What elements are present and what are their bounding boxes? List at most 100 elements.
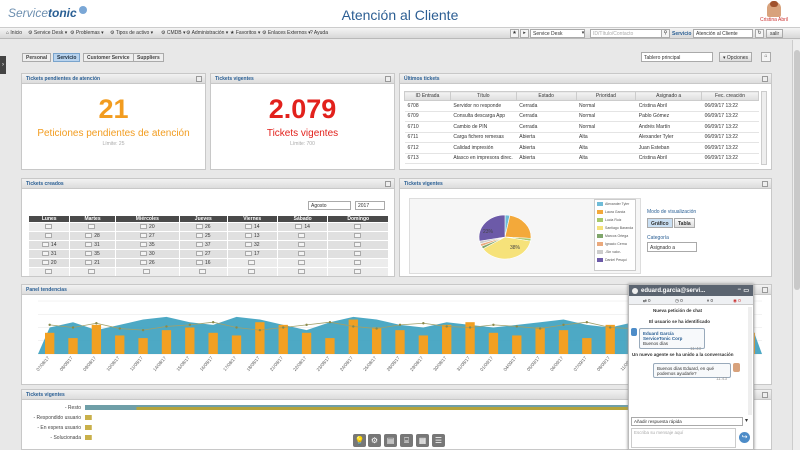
panel-menu-icon[interactable] bbox=[762, 76, 768, 82]
menu-service-desk[interactable]: ⚙ Service Desk ▾ bbox=[28, 30, 68, 36]
menu-cmdb[interactable]: ⚙ CMDB ▾ bbox=[161, 30, 186, 36]
line-point[interactable] bbox=[95, 322, 98, 325]
tab-servicio[interactable]: Servicio bbox=[53, 53, 81, 62]
table-row[interactable]: 6708 Servidor no responde Cerrada Normal Cri… bbox=[404, 100, 759, 112]
sidebar-toggle-icon[interactable]: › bbox=[0, 56, 6, 74]
tab-suppliers[interactable]: Suppliers bbox=[133, 53, 164, 62]
favorite-star-icon[interactable]: ★ bbox=[510, 29, 519, 38]
menu-inicio[interactable]: ⌂ Inicio bbox=[6, 30, 23, 36]
tab-customer-service[interactable]: Customer Service bbox=[83, 53, 134, 62]
calendar-day[interactable]: 21 bbox=[70, 259, 115, 267]
dock-chat-icon[interactable]: ☰ bbox=[432, 434, 445, 447]
chat-tab-hold[interactable]: ⏸ 0 bbox=[707, 298, 714, 303]
calendar-day[interactable]: 27 bbox=[180, 250, 227, 258]
search-input[interactable]: ID/Título/Contacto bbox=[590, 29, 662, 38]
trend-bar[interactable] bbox=[348, 319, 358, 354]
dock-reports-icon[interactable]: ▤ bbox=[384, 434, 397, 447]
line-point[interactable] bbox=[562, 323, 565, 327]
calendar-day[interactable] bbox=[70, 223, 115, 231]
trend-bar[interactable] bbox=[161, 330, 172, 354]
trend-bar[interactable] bbox=[91, 324, 102, 354]
dock-calendar-icon[interactable]: ▦ bbox=[416, 434, 429, 447]
line-point[interactable] bbox=[468, 326, 472, 329]
trend-bar[interactable] bbox=[208, 332, 218, 354]
trend-bar[interactable] bbox=[465, 322, 475, 354]
line-point[interactable] bbox=[515, 325, 518, 328]
calendar-day[interactable] bbox=[29, 223, 70, 231]
trend-bar[interactable] bbox=[395, 330, 405, 354]
page-scrollbar[interactable] bbox=[792, 40, 800, 450]
user-profile[interactable]: Cristina Abril bbox=[754, 1, 794, 23]
category-select[interactable]: Asignado a bbox=[647, 242, 697, 252]
panel-menu-icon[interactable] bbox=[762, 287, 768, 293]
line-point[interactable] bbox=[188, 323, 192, 327]
panel-menu-icon[interactable] bbox=[385, 76, 391, 82]
line-point[interactable] bbox=[585, 321, 589, 324]
line-point[interactable] bbox=[282, 326, 285, 329]
menu-administracion[interactable]: ⚙ Administración ▾ bbox=[186, 30, 229, 36]
col-title[interactable]: Título bbox=[449, 91, 517, 101]
line-point[interactable] bbox=[375, 327, 378, 330]
line-point[interactable] bbox=[608, 326, 612, 329]
chat-tab-pending[interactable]: ◷ 0 bbox=[675, 298, 683, 303]
trend-bar[interactable] bbox=[582, 338, 592, 354]
calendar-day[interactable] bbox=[328, 232, 388, 240]
calendar-day[interactable]: 28 bbox=[70, 232, 115, 240]
calendar-day[interactable]: 26 bbox=[180, 223, 227, 231]
trend-bar[interactable] bbox=[138, 338, 148, 354]
month-select[interactable]: Agosto bbox=[308, 201, 351, 210]
trend-bar[interactable] bbox=[301, 332, 312, 354]
table-row[interactable]: 6711 Carga fichero remesas Abierta Alta Alex… bbox=[404, 132, 759, 143]
trend-bar[interactable] bbox=[418, 335, 429, 354]
year-select[interactable]: 2017 bbox=[355, 201, 385, 210]
trend-bar[interactable] bbox=[371, 327, 382, 355]
line-point[interactable] bbox=[118, 327, 121, 330]
col-created[interactable]: Fec. creación bbox=[701, 91, 759, 101]
calendar-day[interactable] bbox=[277, 250, 328, 258]
view-table-button[interactable]: Tabla bbox=[674, 218, 695, 228]
trend-bar[interactable] bbox=[512, 335, 522, 354]
line-point[interactable] bbox=[235, 326, 238, 329]
table-row[interactable]: 6710 Cambio de PIN Cerrada Normal Andrés Mar… bbox=[404, 121, 759, 133]
service-select[interactable]: Atención al Cliente bbox=[693, 29, 753, 38]
panel-menu-icon[interactable] bbox=[385, 181, 391, 187]
tab-personal[interactable]: Personal bbox=[22, 53, 52, 62]
view-chart-button[interactable]: Gráfico bbox=[647, 218, 673, 228]
send-icon[interactable]: ↪ bbox=[739, 432, 750, 443]
panel-menu-icon[interactable] bbox=[196, 76, 202, 82]
menu-ayuda[interactable]: ? Ayuda bbox=[310, 30, 328, 36]
quick-reply-dropdown-icon[interactable]: ▾ bbox=[745, 418, 749, 424]
chat-scrollbar[interactable] bbox=[748, 307, 752, 415]
calendar-day[interactable]: 37 bbox=[180, 241, 227, 249]
trend-bar[interactable] bbox=[488, 332, 499, 354]
col-priority[interactable]: Prioridad bbox=[575, 91, 637, 101]
line-point[interactable] bbox=[422, 322, 425, 325]
calendar-day[interactable] bbox=[277, 259, 328, 267]
calendar-day[interactable] bbox=[328, 250, 388, 258]
calendar-day[interactable]: 16 bbox=[180, 259, 227, 267]
trend-bar[interactable] bbox=[185, 327, 195, 355]
calendar-day[interactable]: 26 bbox=[115, 259, 179, 267]
logout-button[interactable]: salir bbox=[766, 29, 784, 38]
search-icon[interactable]: ⚲ bbox=[661, 29, 670, 38]
calendar-day[interactable]: 35 bbox=[70, 250, 115, 258]
dock-settings-icon[interactable]: ⚙ bbox=[368, 434, 381, 447]
menu-problemas[interactable]: ⚙ Problemas ▾ bbox=[70, 30, 104, 36]
line-point[interactable] bbox=[328, 321, 332, 324]
desk-selector-icon[interactable]: ▸ bbox=[520, 29, 529, 38]
calendar-day[interactable]: 31 bbox=[29, 250, 70, 258]
calendar-day[interactable] bbox=[227, 259, 277, 267]
pie-slice[interactable] bbox=[478, 214, 506, 242]
calendar-day[interactable]: 13 bbox=[227, 232, 277, 240]
trend-bar[interactable] bbox=[442, 324, 452, 354]
col-assigned[interactable]: Asignado a bbox=[635, 91, 703, 101]
menu-favoritos[interactable]: ★ Favoritos ▾ bbox=[230, 30, 261, 36]
options-button[interactable]: ▾ Opciones bbox=[719, 52, 753, 62]
refresh-icon[interactable]: ↻ bbox=[755, 29, 764, 38]
line-point[interactable] bbox=[165, 325, 168, 328]
close-icon[interactable]: ▭ bbox=[743, 288, 749, 294]
trend-bar[interactable] bbox=[68, 338, 78, 354]
calendar-day[interactable] bbox=[277, 232, 328, 240]
line-point[interactable] bbox=[71, 326, 75, 329]
line-point[interactable] bbox=[258, 328, 262, 332]
